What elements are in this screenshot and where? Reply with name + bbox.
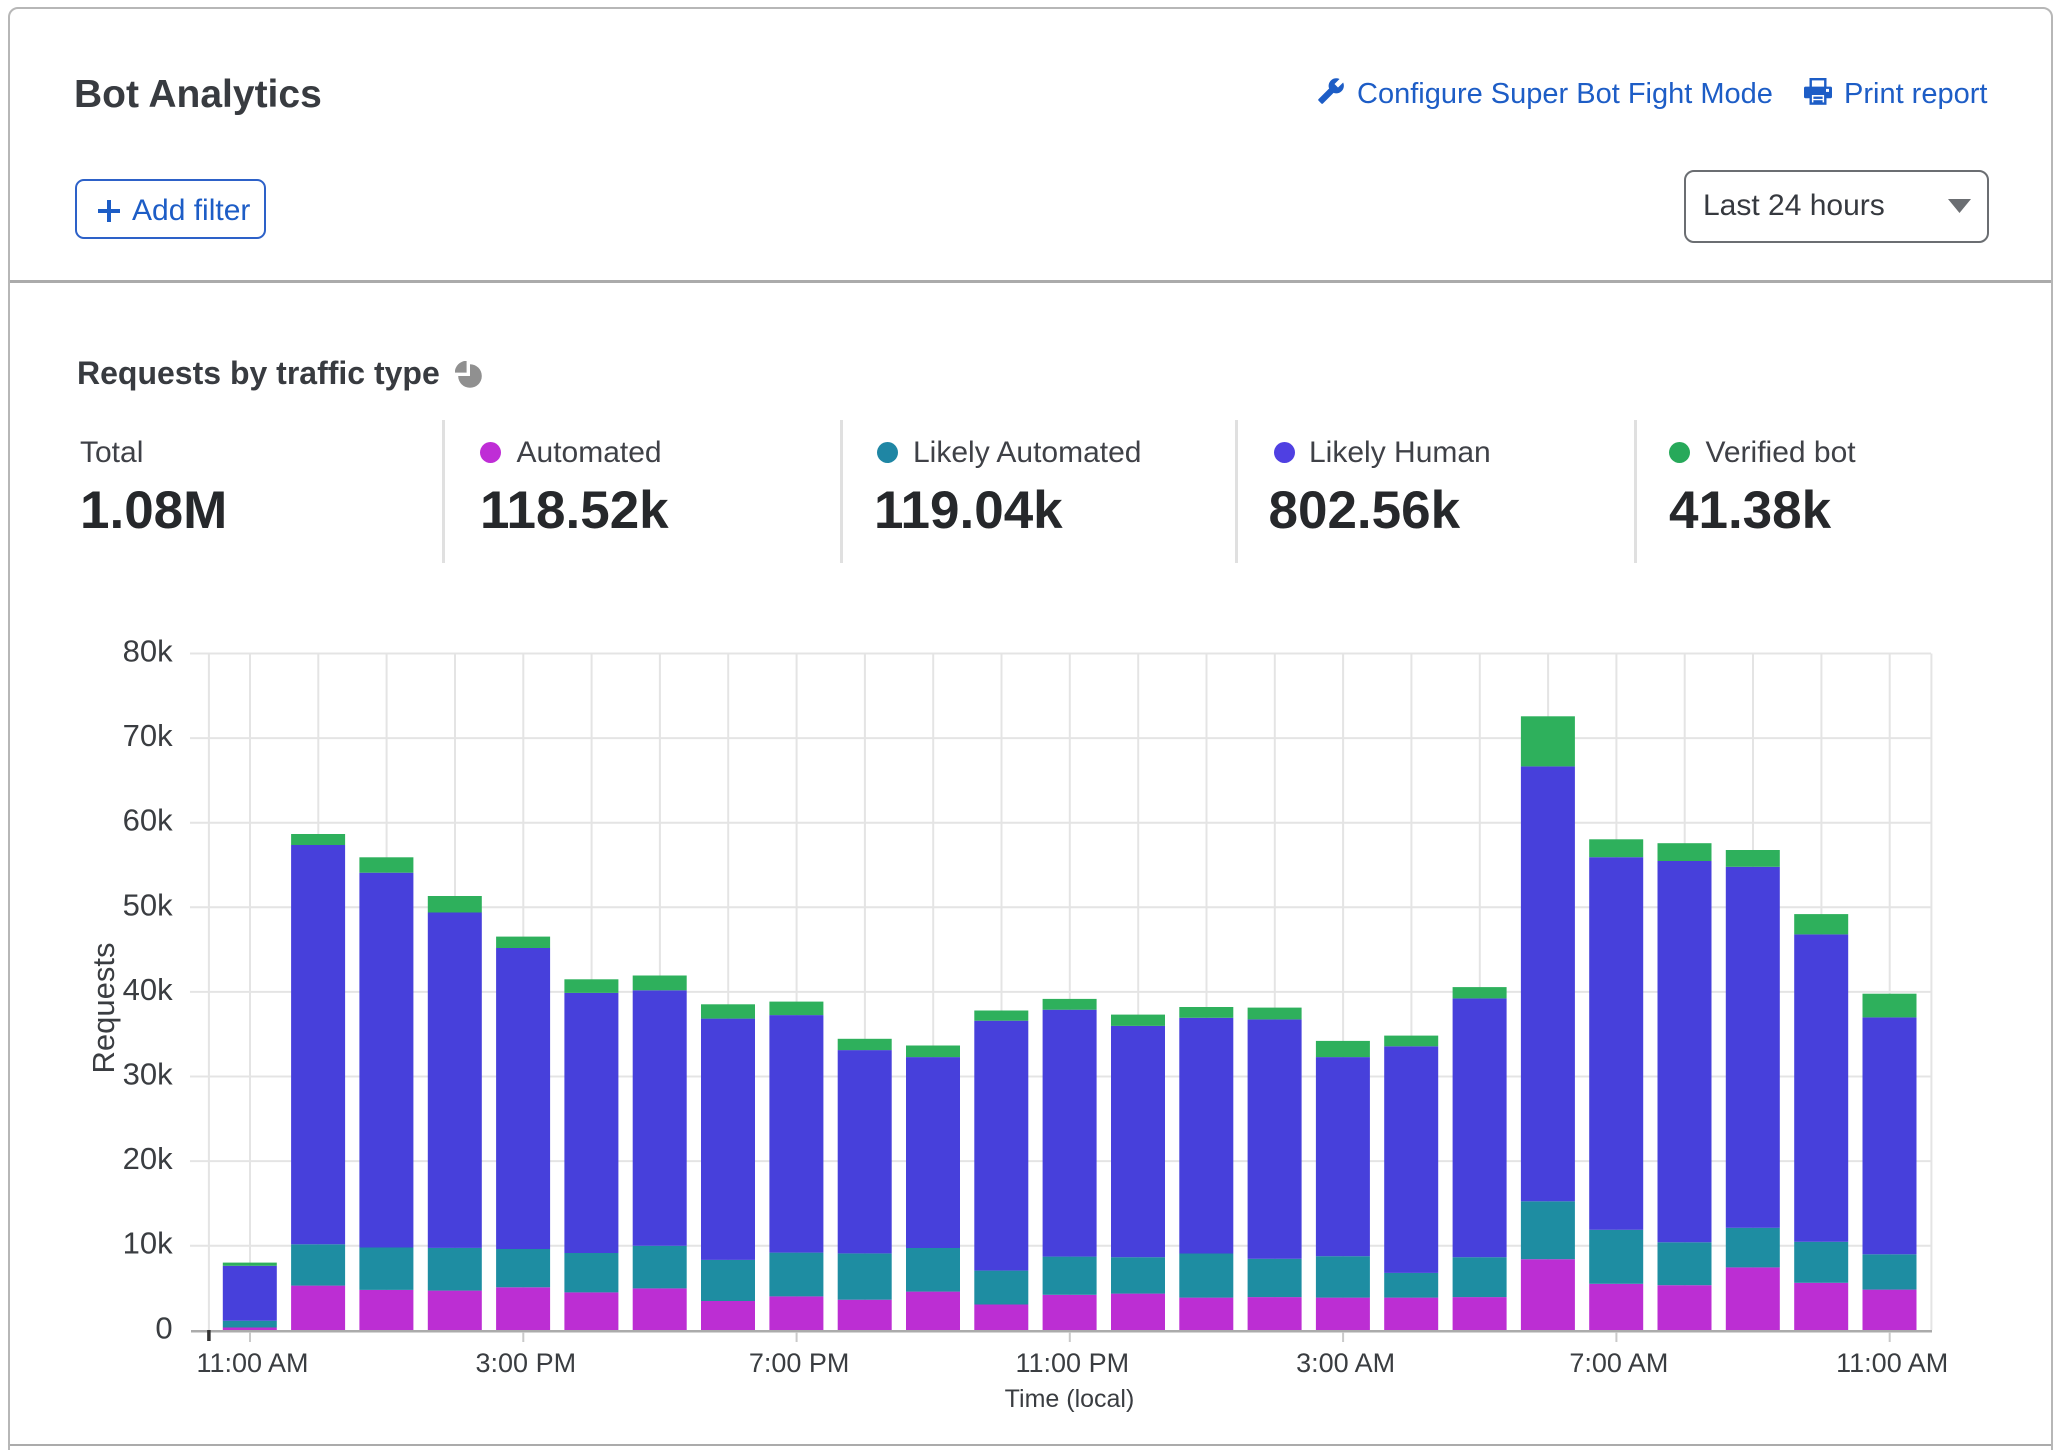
svg-text:10k: 10k [123, 1226, 173, 1261]
svg-text:Time (local): Time (local) [1005, 1385, 1135, 1413]
svg-text:50k: 50k [123, 887, 173, 922]
svg-text:60k: 60k [123, 803, 173, 838]
svg-text:20k: 20k [123, 1141, 173, 1176]
svg-text:0: 0 [155, 1310, 172, 1345]
svg-text:11:00 AM: 11:00 AM [196, 1348, 308, 1378]
svg-text:Requests: Requests [86, 943, 121, 1074]
svg-text:30k: 30k [123, 1057, 173, 1092]
svg-text:11:00 PM: 11:00 PM [1016, 1348, 1130, 1378]
svg-text:7:00 AM: 7:00 AM [1569, 1348, 1668, 1378]
svg-text:80k: 80k [123, 634, 173, 669]
svg-text:3:00 PM: 3:00 PM [476, 1348, 577, 1378]
svg-text:40k: 40k [123, 972, 173, 1007]
svg-text:7:00 PM: 7:00 PM [749, 1348, 850, 1378]
svg-text:11:00 AM: 11:00 AM [1836, 1348, 1948, 1378]
svg-text:70k: 70k [123, 718, 173, 753]
svg-text:3:00 AM: 3:00 AM [1296, 1348, 1395, 1378]
